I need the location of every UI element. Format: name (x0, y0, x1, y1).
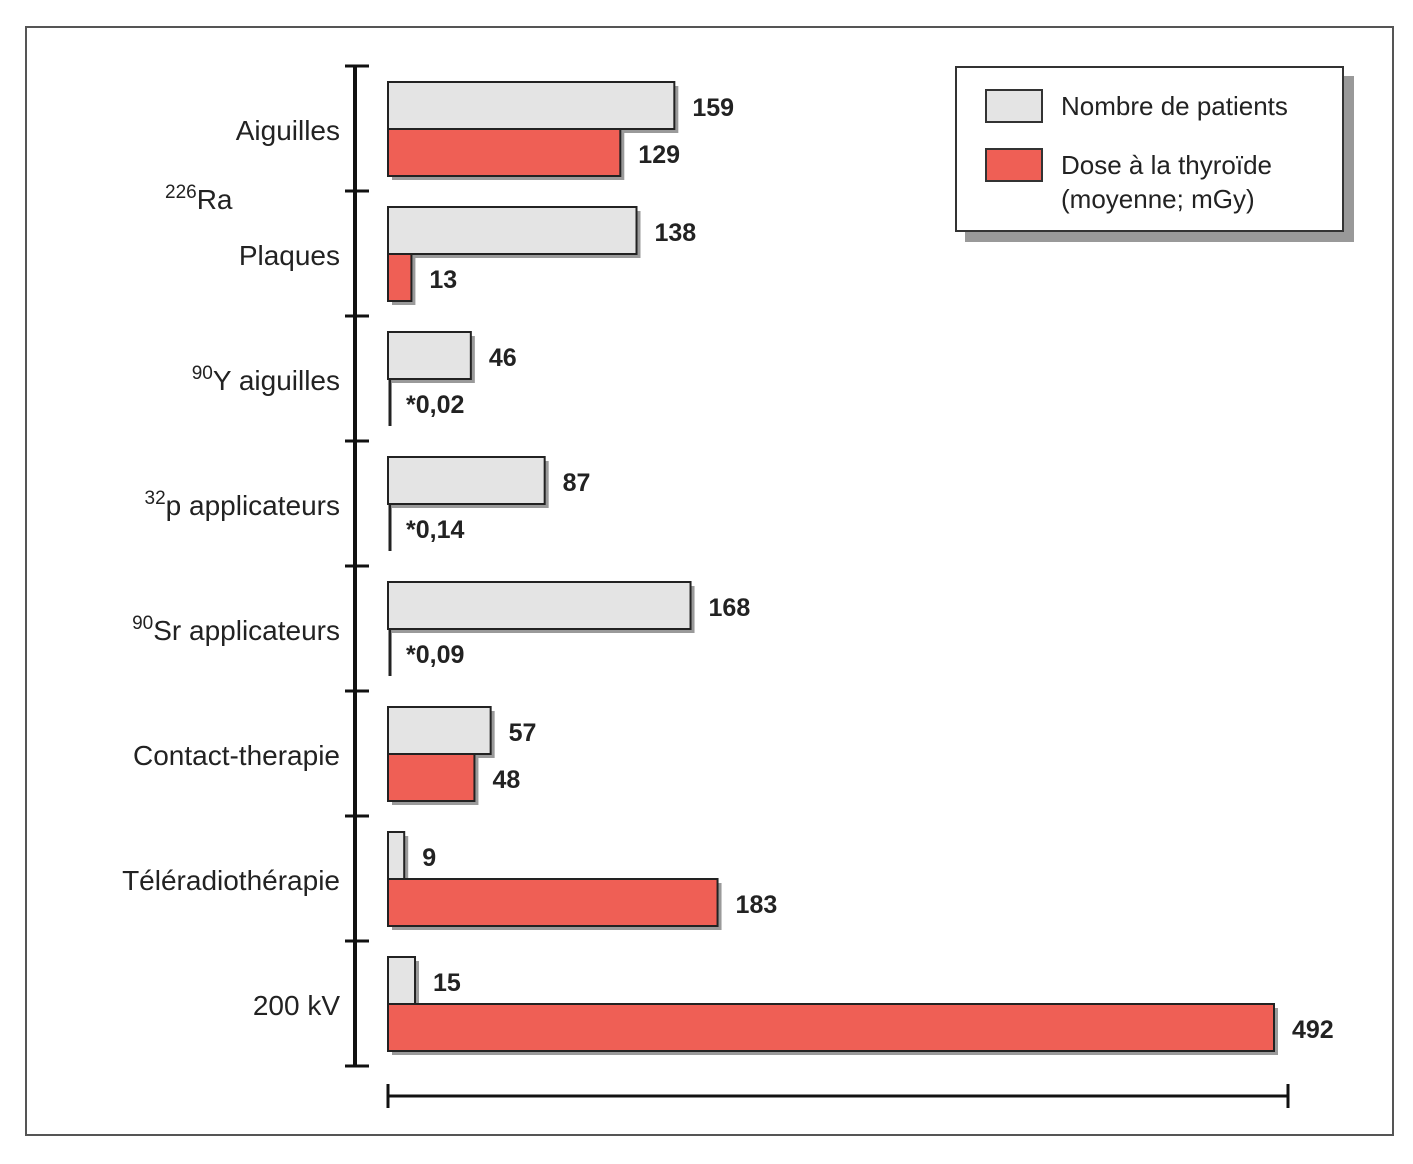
patients-bar-y-aiguilles (387, 331, 472, 380)
patients-bar-200-kv (387, 956, 417, 1005)
patients-value-label-aiguilles: 159 (692, 94, 734, 122)
dose-value-label-aiguilles: 129 (638, 141, 680, 169)
patients-bar-p-applicateurs (387, 456, 546, 505)
patients-value-label-contact-therapie: 57 (509, 719, 537, 747)
patients-value-label-p-applicateurs: 87 (563, 469, 591, 497)
legend-label-dose: Dose à la thyroïde (moyenne; mGy) (1061, 150, 1273, 214)
patients-bar-aiguilles (387, 81, 676, 130)
legend-swatch-dose (985, 148, 1043, 182)
category-label-plaques: Plaques (239, 240, 340, 271)
legend-entry-dose: Dose à la thyroïde (moyenne; mGy) (985, 148, 1331, 216)
group-label-226ra: 226Ra (165, 182, 233, 215)
legend-label-patients: Nombre de patients (1061, 91, 1288, 121)
legend-entry-patients: Nombre de patients (985, 89, 1331, 123)
category-label-aiguilles: Aiguilles (236, 115, 340, 146)
dose-value-label-contact-therapie: 48 (492, 766, 520, 794)
dose-bar-plaques (387, 253, 413, 302)
patients-value-label-200-kv: 15 (433, 969, 461, 997)
patients-bar-plaques (387, 206, 638, 255)
patients-value-label-y-aiguilles: 46 (489, 344, 517, 372)
category-label-sr-applicateurs: 90Sr applicateurs (132, 613, 340, 646)
dose-value-label-teleradiotherapie: 183 (736, 891, 778, 919)
category-label-teleradiotherapie: Téléradiothérapie (122, 865, 340, 896)
patients-value-label-sr-applicateurs: 168 (709, 594, 751, 622)
category-label-200-kv: 200 kV (253, 990, 340, 1021)
patients-bar-sr-applicateurs (387, 581, 692, 630)
dose-bar-aiguilles (387, 128, 622, 177)
dose-bar-teleradiotherapie (387, 878, 719, 927)
category-label-contact-therapie: Contact-therapie (133, 740, 340, 771)
legend-swatch-patients (985, 89, 1043, 123)
dose-value-label-y-aiguilles: *0,02 (406, 391, 464, 419)
legend: Nombre de patients Dose à la thyroïde (m… (955, 66, 1344, 232)
dose-value-label-plaques: 13 (429, 266, 457, 294)
category-label-p-applicateurs: 32p applicateurs (145, 488, 340, 521)
dose-bar-200-kv (387, 1003, 1275, 1052)
category-label-y-aiguilles: 90Y aiguilles (192, 363, 340, 396)
dose-bar-contact-therapie (387, 753, 476, 802)
dose-value-label-p-applicateurs: *0,14 (406, 516, 464, 544)
patients-value-label-teleradiotherapie: 9 (422, 844, 436, 872)
dose-value-label-200-kv: 492 (1292, 1016, 1334, 1044)
dose-value-label-sr-applicateurs: *0,09 (406, 641, 464, 669)
patients-bar-teleradiotherapie (387, 831, 406, 880)
patients-value-label-plaques: 138 (655, 219, 697, 247)
patients-bar-contact-therapie (387, 706, 492, 755)
